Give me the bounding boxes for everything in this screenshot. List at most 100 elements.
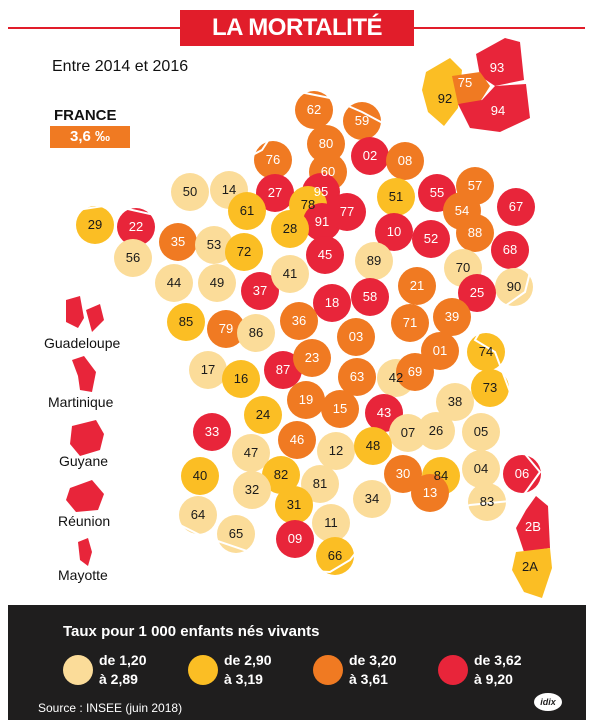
department-cell-81 — [301, 465, 339, 503]
department-label-52: 52 — [424, 231, 438, 246]
department-label-64: 64 — [191, 507, 205, 522]
department-label-84: 84 — [434, 468, 448, 483]
department-label-23: 23 — [305, 350, 319, 365]
corsica-2A — [512, 548, 552, 598]
department-cell-35 — [159, 223, 197, 261]
department-cell-76 — [254, 141, 292, 179]
paris-inset — [422, 38, 530, 132]
department-cell-85 — [167, 303, 205, 341]
department-label-13: 13 — [423, 485, 437, 500]
department-cell-51 — [377, 178, 415, 216]
department-cell-89 — [355, 242, 393, 280]
department-label-88: 88 — [468, 225, 482, 240]
department-label-30: 30 — [396, 466, 410, 481]
department-cell-64 — [179, 496, 217, 534]
department-label-51: 51 — [389, 189, 403, 204]
department-cell-73 — [471, 369, 509, 407]
department-cell-30 — [384, 455, 422, 493]
mayotte-shape — [78, 538, 92, 566]
department-cell-71 — [391, 304, 429, 342]
source-note: Source : INSEE (juin 2018) — [38, 701, 183, 715]
legend-item-4-line1: de 3,62 — [474, 652, 522, 668]
department-label-92: 92 — [438, 91, 452, 106]
department-label-58: 58 — [363, 289, 377, 304]
department-cell-07 — [389, 414, 427, 452]
legend-dot-1 — [63, 655, 93, 685]
department-cell-11 — [312, 504, 350, 542]
department-label-31: 31 — [287, 497, 301, 512]
department-cell-19 — [287, 381, 325, 419]
department-label-15: 15 — [333, 401, 347, 416]
overseas-shapes — [66, 296, 104, 566]
department-label-14: 14 — [222, 182, 236, 197]
department-label-78: 78 — [301, 197, 315, 212]
department-label-65: 65 — [229, 526, 243, 541]
department-label-06: 06 — [515, 466, 529, 481]
department-cell-82 — [262, 456, 300, 494]
department-label-91: 91 — [315, 214, 329, 229]
territory-mayotte: Mayotte — [58, 567, 108, 583]
department-cell-74 — [467, 333, 505, 371]
department-cell-31 — [275, 486, 313, 524]
title-rule-right — [414, 27, 585, 29]
department-cell-61 — [228, 192, 266, 230]
department-label-40: 40 — [193, 468, 207, 483]
department-label-75: 75 — [458, 75, 472, 90]
department-label-03: 03 — [349, 329, 363, 344]
department-label-02: 02 — [363, 148, 377, 163]
department-label-63: 63 — [350, 369, 364, 384]
department-label-41: 41 — [283, 266, 297, 281]
department-label-29: 29 — [88, 217, 102, 232]
department-label-49: 49 — [210, 275, 224, 290]
department-cells — [76, 91, 541, 575]
legend-item-3-line1: de 3,20 — [349, 652, 397, 668]
department-label-46: 46 — [290, 432, 304, 447]
department-label-60: 60 — [321, 164, 335, 179]
department-label-55: 55 — [430, 185, 444, 200]
department-label-66: 66 — [328, 548, 342, 563]
france-value-badge: 3,6 ‰ — [50, 126, 130, 148]
legend-item-4-line2: à 9,20 — [474, 671, 513, 687]
department-cell-58 — [351, 278, 389, 316]
department-cell-45 — [306, 236, 344, 274]
department-cell-59 — [343, 102, 381, 140]
department-label-28: 28 — [283, 221, 297, 236]
territory-reunion: Réunion — [58, 513, 111, 529]
department-cell-21 — [398, 267, 436, 305]
corsica-2B — [516, 496, 550, 552]
department-label-83: 83 — [480, 494, 494, 509]
legend-title: Taux pour 1 000 enfants nés vivants — [63, 623, 320, 640]
department-cell-33 — [193, 413, 231, 451]
department-label-2B: 2B — [525, 519, 541, 534]
department-cell-15 — [321, 390, 359, 428]
department-label-85: 85 — [179, 314, 193, 329]
france-label: FRANCE — [54, 107, 117, 124]
department-cell-87 — [264, 351, 302, 389]
territory-guyane: Guyane — [59, 453, 109, 469]
legend-item-1-line1: de 1,20 — [99, 652, 147, 668]
territory-martinique: Martinique — [48, 394, 114, 410]
department-label-01: 01 — [433, 343, 447, 358]
department-cell-18 — [313, 284, 351, 322]
department-cell-25 — [458, 274, 496, 312]
department-cell-47 — [232, 434, 270, 472]
department-cell-24 — [244, 396, 282, 434]
department-label-82: 82 — [274, 467, 288, 482]
department-label-26: 26 — [429, 423, 443, 438]
legend-dot-2 — [188, 655, 218, 685]
department-label-2A: 2A — [522, 559, 538, 574]
department-cell-01 — [421, 332, 459, 370]
department-cell-46 — [278, 421, 316, 459]
department-label-80: 80 — [319, 136, 333, 151]
title-bar: LA MORTALITÉ INFANTILE — [0, 10, 593, 77]
department-label-54: 54 — [455, 203, 469, 218]
department-label-95: 95 — [314, 184, 328, 199]
department-label-47: 47 — [244, 445, 258, 460]
title-rule-left — [8, 27, 180, 29]
department-cell-44 — [155, 264, 193, 302]
department-label-94: 94 — [491, 103, 505, 118]
department-label-62: 62 — [307, 102, 321, 117]
department-label-93: 93 — [490, 60, 504, 75]
department-cell-48 — [354, 427, 392, 465]
idix-logo: idix — [534, 693, 562, 711]
